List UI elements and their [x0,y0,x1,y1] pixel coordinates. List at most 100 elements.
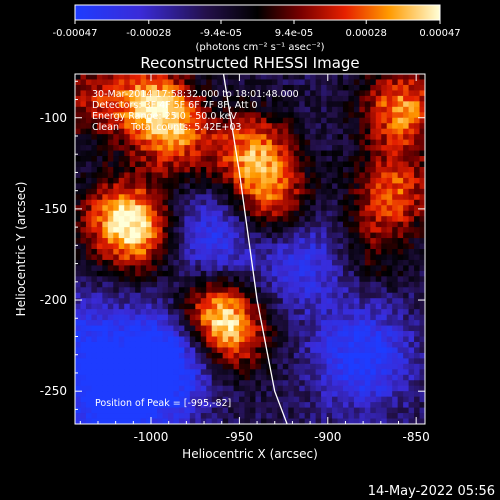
heatmap-cell [419,101,426,108]
heatmap-cell [332,74,338,80]
heatmap-cell [250,325,256,332]
heatmap-cell [233,292,240,299]
heatmap-cell [107,128,114,135]
heatmap-cell [260,292,267,299]
heatmap-cell [353,363,360,370]
heatmap-cell [370,320,377,326]
heatmap-cell [189,172,196,179]
heatmap-cell [386,287,393,294]
heatmap-cell [217,194,224,201]
heatmap-cell [135,309,142,316]
heatmap-cell [157,156,163,162]
heatmap-cell [233,325,240,332]
heatmap-cell [359,281,366,288]
heatmap-cell [217,177,224,184]
heatmap-cell [353,341,360,348]
heatmap-cell [173,380,180,387]
heatmap-cell [184,363,191,370]
heatmap-cell [364,145,371,151]
heatmap-cell [255,134,262,141]
heatmap-cell [332,145,338,151]
heatmap-cell [337,161,344,168]
heatmap-cell [113,172,120,179]
heatmap-cell [146,254,152,261]
heatmap-cell [348,183,355,190]
heatmap-cell [85,336,92,343]
heatmap-cell [75,161,81,168]
heatmap-cell [337,259,344,266]
heatmap-cell [233,216,240,223]
heatmap-cell [146,380,152,387]
heatmap-cell [206,150,213,157]
heatmap-cell [80,161,87,168]
heatmap-cell [277,183,284,190]
heatmap-cell [151,259,158,266]
heatmap-cell [162,79,169,86]
colorbar-tick-label: -0.00028 [126,28,171,39]
heatmap-cell [282,117,289,124]
heatmap-cell [277,380,284,387]
heatmap-cell [282,276,289,283]
heatmap-cell [162,347,169,354]
heatmap-cell [157,396,163,403]
heatmap-cells [75,74,426,425]
heatmap-cell [217,84,224,91]
heatmap-cell [332,161,338,168]
heatmap-cell [217,380,224,387]
heatmap-cell [299,243,306,250]
heatmap-cell [195,84,202,91]
heatmap-cell [353,238,360,244]
heatmap-cell [75,309,81,316]
heatmap-cell [200,150,207,157]
heatmap-cell [277,336,284,343]
heatmap-cell [315,194,322,201]
heatmap-cell [282,325,289,332]
heatmap-cell [337,101,344,108]
heatmap-cell [326,101,333,108]
heatmap-cell [135,106,142,113]
heatmap-cell [173,117,180,124]
heatmap-cell [260,363,267,370]
heatmap-cell [370,221,377,228]
heatmap-cell [370,161,377,168]
heatmap-cell [419,352,426,359]
heatmap-cell [381,161,388,168]
heatmap-cell [282,374,289,381]
heatmap-cell [146,352,152,359]
heatmap-cell [414,243,420,250]
heatmap-cell [118,95,125,102]
heatmap-cell [381,232,388,239]
heatmap-cell [332,281,338,288]
heatmap-cell [364,123,371,130]
heatmap-cell [342,145,349,151]
heatmap-cell [135,254,142,261]
heatmap-cell [167,369,174,376]
heatmap-cell [217,249,224,255]
heatmap-cell [91,177,98,184]
heatmap-cell [124,249,131,255]
heatmap-cell [277,205,284,212]
heatmap-cell [96,380,103,387]
heatmap-cell [135,320,142,326]
heatmap-cell [250,281,256,288]
heatmap-cell [96,161,103,168]
heatmap-cell [299,281,306,288]
heatmap-cell [173,385,180,392]
heatmap-cell [244,134,251,141]
heatmap-cell [348,391,355,398]
heatmap-cell [353,90,360,97]
heatmap-cell [91,90,98,97]
heatmap-cell [348,156,355,162]
heatmap-cell [414,128,420,135]
heatmap-cell [348,177,355,184]
heatmap-cell [403,177,409,184]
heatmap-cell [244,363,251,370]
heatmap-cell [102,413,109,419]
heatmap-cell [135,287,142,294]
heatmap-cell [200,145,207,151]
heatmap-cell [200,74,207,80]
heatmap-cell [271,183,278,190]
heatmap-cell [419,166,426,173]
heatmap-cell [375,210,382,217]
heatmap-cell [80,74,87,80]
